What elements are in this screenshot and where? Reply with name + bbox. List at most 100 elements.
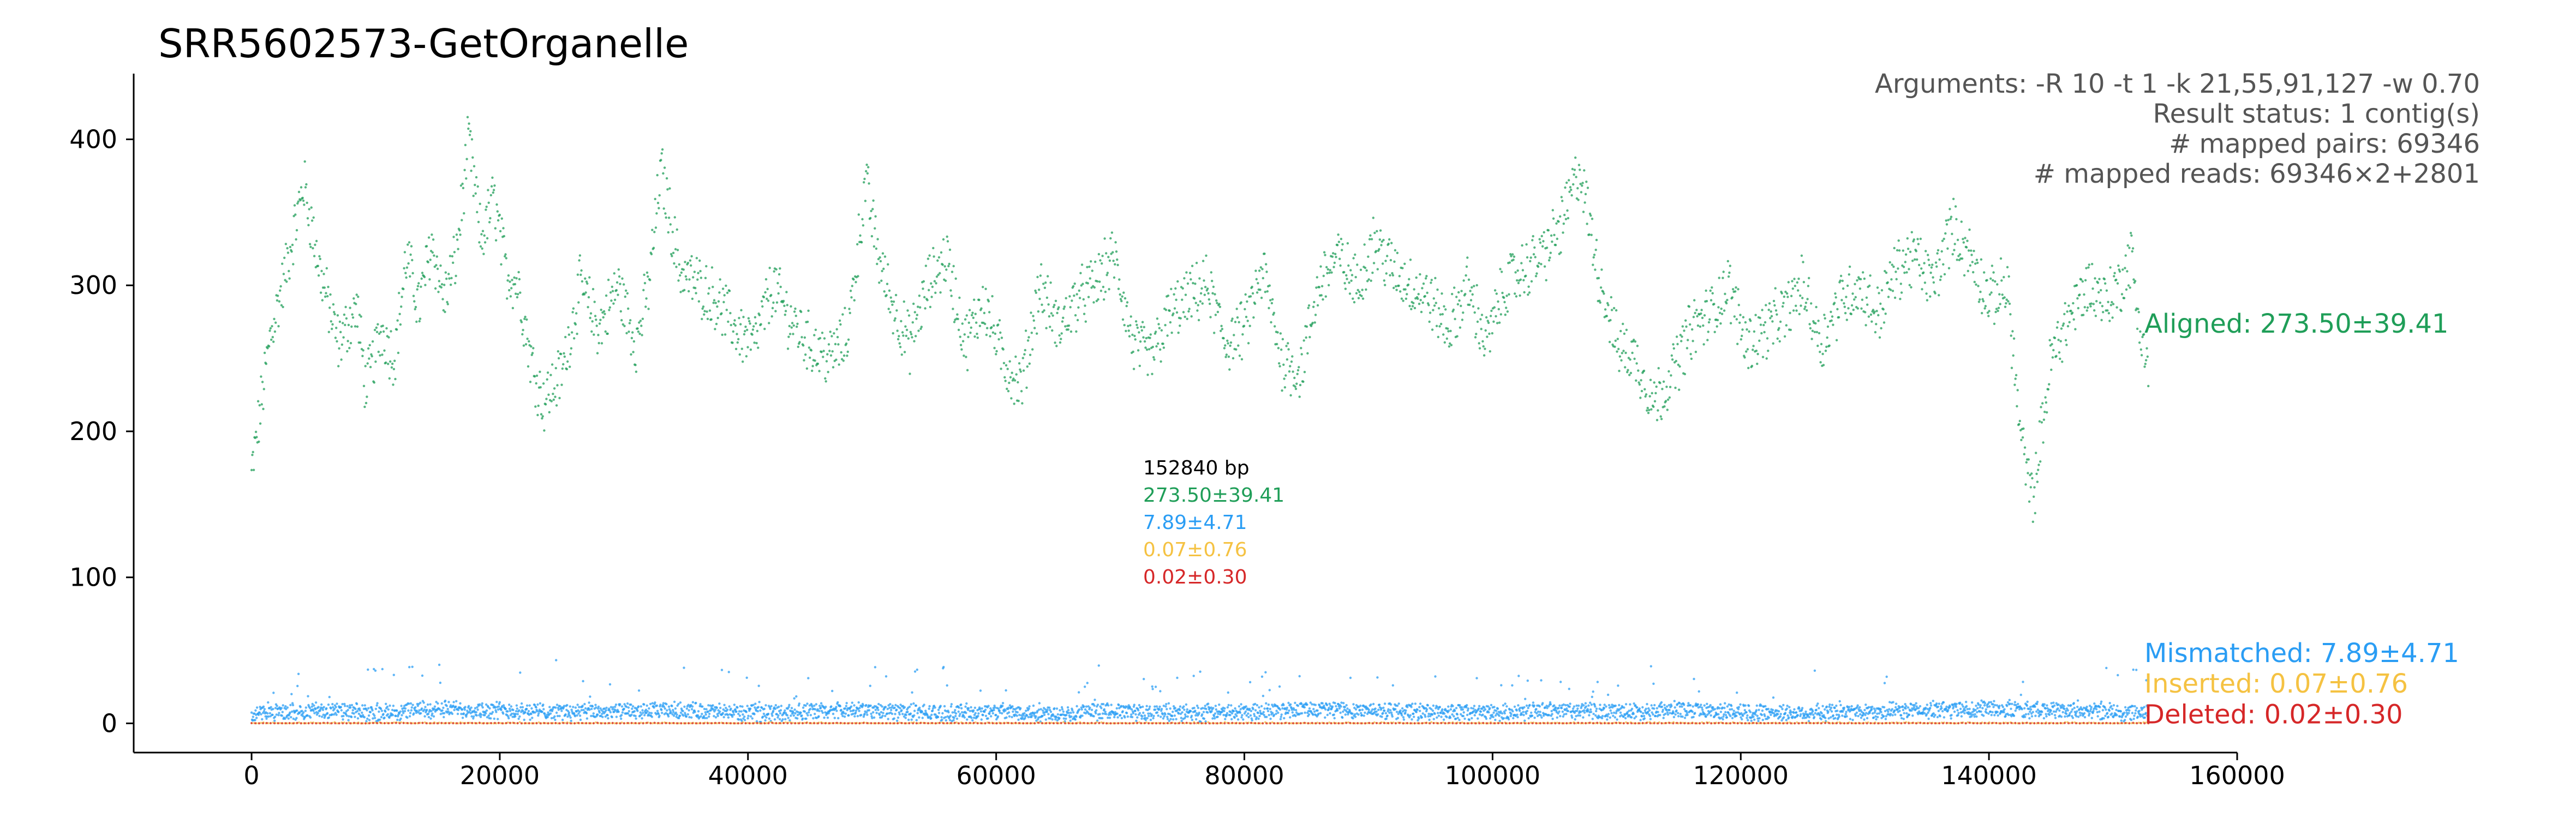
data-point-aligned bbox=[2059, 340, 2062, 342]
data-point-aligned bbox=[1678, 365, 1681, 368]
data-point-aligned bbox=[1908, 284, 1911, 286]
data-point-aligned bbox=[1601, 290, 1605, 293]
data-point-aligned bbox=[542, 382, 545, 385]
data-point-mismatched bbox=[796, 717, 799, 720]
data-point-aligned bbox=[742, 316, 745, 318]
data-point-aligned bbox=[1472, 305, 1475, 308]
data-point-aligned bbox=[528, 340, 530, 343]
data-point-mismatched bbox=[376, 702, 379, 705]
data-point-mismatched bbox=[1298, 675, 1301, 678]
data-point-mismatched bbox=[704, 713, 707, 716]
data-point-aligned bbox=[1032, 319, 1036, 322]
data-point-aligned bbox=[722, 300, 725, 304]
data-point-aligned bbox=[1224, 344, 1227, 347]
x-tick-label: 0 bbox=[243, 761, 259, 790]
data-point-aligned bbox=[1911, 260, 1914, 262]
data-point-aligned bbox=[1865, 296, 1868, 299]
data-point-mismatched bbox=[714, 708, 717, 711]
data-point-mismatched bbox=[459, 702, 462, 705]
data-point-mismatched bbox=[1162, 717, 1165, 720]
x-tick-label: 20000 bbox=[460, 761, 540, 790]
data-point-mismatched bbox=[1001, 705, 1004, 707]
data-point-aligned bbox=[1625, 328, 1628, 332]
data-point-aligned bbox=[2024, 483, 2027, 486]
data-point-aligned bbox=[1358, 291, 1361, 293]
data-point-mismatched bbox=[311, 702, 314, 706]
data-point-mismatched bbox=[743, 715, 746, 718]
data-point-mismatched bbox=[585, 717, 589, 720]
data-point-mismatched bbox=[942, 666, 945, 669]
data-point-mismatched bbox=[495, 701, 498, 703]
data-point-aligned bbox=[435, 264, 438, 267]
data-point-aligned bbox=[488, 221, 491, 224]
data-point-aligned bbox=[669, 223, 672, 226]
data-point-aligned bbox=[1718, 276, 1720, 279]
data-point-aligned bbox=[818, 336, 822, 340]
data-point-mismatched bbox=[583, 702, 586, 706]
data-point-aligned bbox=[1848, 273, 1850, 276]
data-point-aligned bbox=[419, 317, 422, 320]
x-tick-label: 140000 bbox=[1941, 761, 2037, 790]
data-point-aligned bbox=[360, 315, 362, 318]
data-point-mismatched bbox=[1164, 705, 1167, 708]
data-point-aligned bbox=[946, 240, 949, 243]
data-point-mismatched bbox=[297, 672, 300, 676]
data-point-mismatched bbox=[1028, 705, 1031, 708]
data-point-aligned bbox=[387, 363, 390, 365]
data-point-mismatched bbox=[980, 718, 983, 721]
data-point-aligned bbox=[1722, 270, 1725, 273]
data-point-aligned bbox=[809, 356, 811, 359]
data-point-aligned bbox=[1138, 364, 1141, 368]
data-point-aligned bbox=[849, 290, 852, 292]
data-point-aligned bbox=[1668, 396, 1671, 399]
data-point-aligned bbox=[296, 202, 299, 205]
data-point-aligned bbox=[2052, 348, 2055, 352]
data-point-mismatched bbox=[870, 712, 872, 715]
data-point-aligned bbox=[1052, 305, 1055, 309]
data-point-aligned bbox=[322, 273, 325, 275]
data-point-aligned bbox=[1258, 269, 1261, 272]
data-point-mismatched bbox=[1221, 711, 1223, 713]
data-point-aligned bbox=[919, 327, 922, 330]
data-point-mismatched bbox=[373, 714, 376, 717]
data-point-mismatched bbox=[456, 712, 459, 715]
data-point-mismatched bbox=[423, 708, 426, 711]
data-point-aligned bbox=[1063, 305, 1066, 308]
data-point-aligned bbox=[645, 297, 648, 300]
data-point-mismatched bbox=[314, 708, 317, 711]
data-point-aligned bbox=[487, 189, 489, 191]
data-point-aligned bbox=[336, 340, 338, 343]
data-point-mismatched bbox=[1357, 713, 1360, 716]
data-point-aligned bbox=[1783, 295, 1785, 298]
data-point-mismatched bbox=[1071, 709, 1074, 712]
data-point-aligned bbox=[2094, 315, 2097, 317]
data-point-mismatched bbox=[799, 711, 802, 714]
data-point-mismatched bbox=[958, 706, 960, 709]
data-point-aligned bbox=[1493, 289, 1497, 292]
data-point-aligned bbox=[1141, 321, 1144, 323]
data-point-mismatched bbox=[1011, 705, 1014, 708]
data-point-aligned bbox=[1542, 240, 1545, 243]
data-point-aligned bbox=[1355, 292, 1358, 294]
data-point-aligned bbox=[1229, 344, 1232, 347]
data-point-aligned bbox=[1098, 280, 1101, 283]
data-point-mismatched bbox=[781, 718, 784, 721]
data-point-mismatched bbox=[429, 703, 432, 706]
data-point-aligned bbox=[1631, 351, 1634, 354]
data-point-aligned bbox=[1581, 182, 1584, 184]
data-point-aligned bbox=[396, 319, 399, 322]
data-point-mismatched bbox=[387, 708, 390, 711]
data-point-mismatched bbox=[1427, 712, 1430, 715]
data-point-aligned bbox=[554, 395, 557, 398]
data-point-aligned bbox=[2075, 284, 2078, 287]
data-point-mismatched bbox=[1031, 714, 1033, 717]
data-point-aligned bbox=[1499, 313, 1502, 316]
data-point-mismatched bbox=[634, 714, 637, 718]
data-point-mismatched bbox=[726, 713, 730, 717]
data-point-mismatched bbox=[284, 717, 286, 720]
data-point-aligned bbox=[739, 323, 742, 326]
data-point-mismatched bbox=[1049, 711, 1053, 713]
data-point-mismatched bbox=[1266, 709, 1270, 713]
data-point-aligned bbox=[1337, 240, 1341, 243]
data-point-aligned bbox=[2066, 325, 2070, 328]
